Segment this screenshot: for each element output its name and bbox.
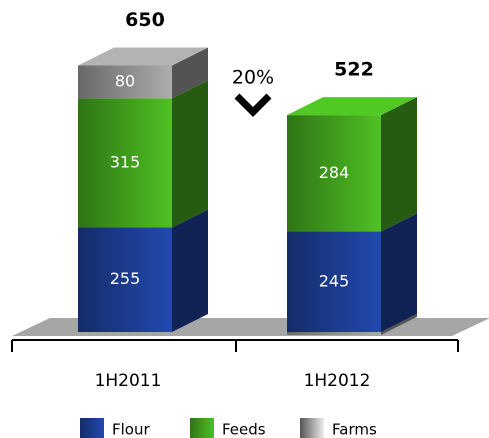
legend-label: Feeds <box>222 421 266 438</box>
x-tick-label: 1H2011 <box>95 371 162 391</box>
bar-side <box>172 80 208 228</box>
bar-side <box>172 47 208 99</box>
legend-label: Flour <box>112 421 150 438</box>
segment-label: 284 <box>319 163 350 182</box>
bar-segment <box>287 231 381 332</box>
legend-swatch <box>300 418 324 438</box>
bar-side <box>381 97 417 232</box>
bar-segment <box>287 332 381 335</box>
total-label: 650 <box>125 9 165 31</box>
bar-side <box>381 213 417 332</box>
bar-top <box>287 97 417 116</box>
bar-side <box>172 209 208 332</box>
total-label: 522 <box>334 59 374 81</box>
segment-label: 315 <box>110 152 141 171</box>
legend-label: Farms <box>332 421 377 438</box>
bar-segment <box>78 227 172 332</box>
x-tick-label: 1H2012 <box>304 371 371 391</box>
segment-label: 245 <box>319 271 350 290</box>
bar-segment <box>287 115 381 232</box>
down-arrow <box>234 93 272 117</box>
legend-swatch <box>80 418 104 438</box>
segment-label: 255 <box>110 269 141 288</box>
segment-label: (7) <box>323 335 346 354</box>
segment-label: 80 <box>115 71 135 90</box>
legend-swatch <box>190 418 214 438</box>
bar-segment <box>78 98 172 228</box>
bar-segment <box>78 65 172 99</box>
bar-top <box>78 47 208 66</box>
bar-side <box>381 314 417 335</box>
annotation: 20% <box>232 67 274 89</box>
